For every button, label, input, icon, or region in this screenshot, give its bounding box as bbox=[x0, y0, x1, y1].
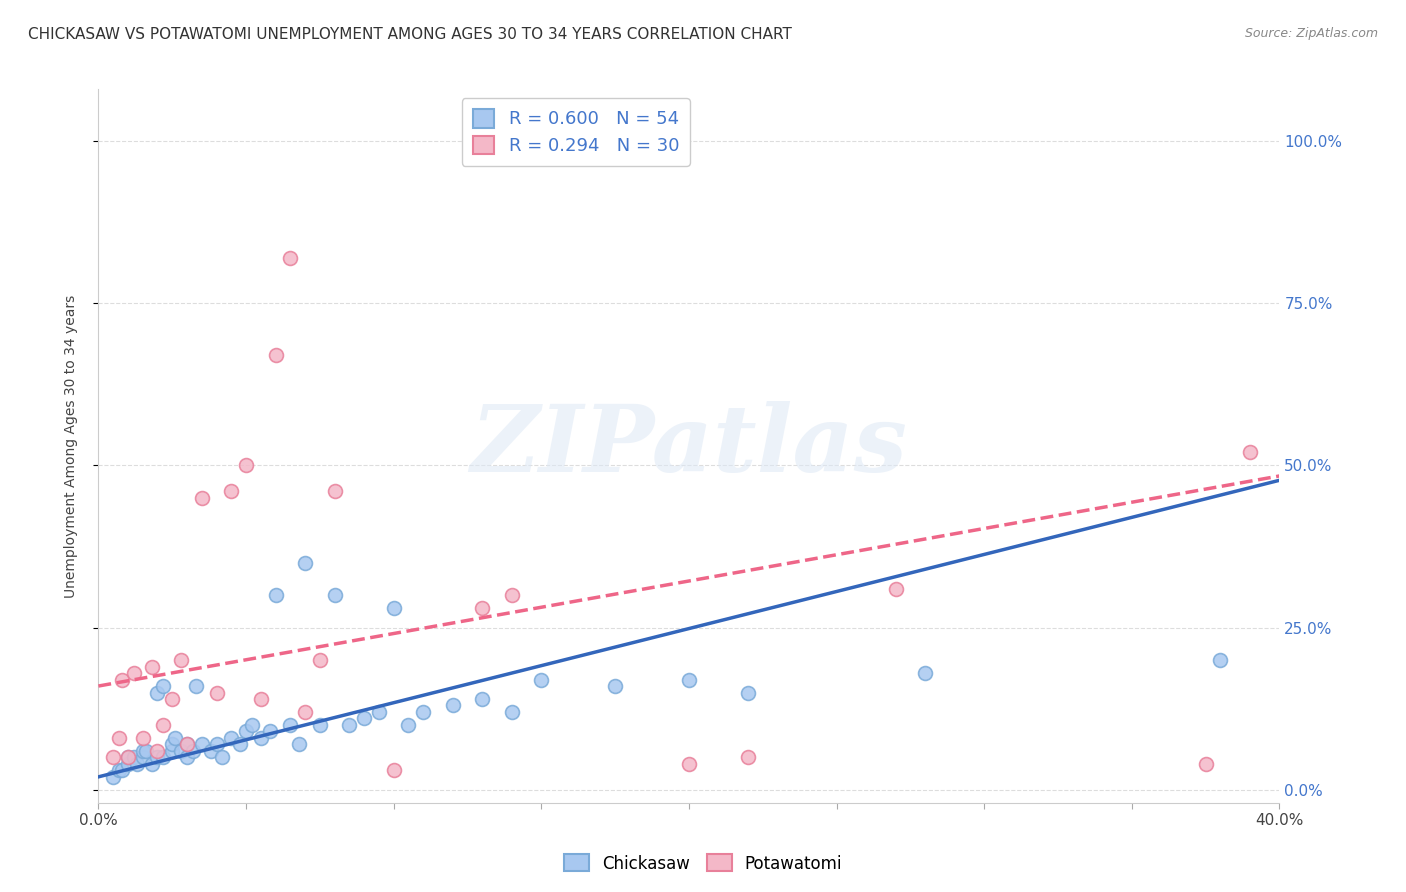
Point bbox=[412, 705, 434, 719]
Point bbox=[108, 731, 131, 745]
Point bbox=[191, 491, 214, 505]
Point bbox=[170, 744, 193, 758]
Point bbox=[211, 750, 233, 764]
Text: CHICKASAW VS POTAWATOMI UNEMPLOYMENT AMONG AGES 30 TO 34 YEARS CORRELATION CHART: CHICKASAW VS POTAWATOMI UNEMPLOYMENT AMO… bbox=[28, 27, 792, 42]
Point bbox=[184, 679, 207, 693]
Point bbox=[264, 348, 287, 362]
Point bbox=[1195, 756, 1218, 771]
Point bbox=[117, 750, 139, 764]
Point bbox=[125, 756, 148, 771]
Point bbox=[205, 738, 228, 752]
Point bbox=[471, 692, 494, 706]
Point bbox=[278, 251, 302, 265]
Point bbox=[219, 484, 242, 499]
Point bbox=[108, 764, 131, 778]
Point bbox=[181, 744, 204, 758]
Text: ZIPatlas: ZIPatlas bbox=[471, 401, 907, 491]
Point bbox=[111, 764, 134, 778]
Point bbox=[240, 718, 263, 732]
Point bbox=[117, 756, 139, 771]
Point bbox=[353, 711, 375, 725]
Point bbox=[219, 731, 242, 745]
Point bbox=[141, 756, 163, 771]
Point bbox=[176, 738, 198, 752]
Point bbox=[200, 744, 222, 758]
Point bbox=[152, 679, 174, 693]
Point bbox=[111, 673, 134, 687]
Point bbox=[141, 659, 163, 673]
Point bbox=[162, 744, 183, 758]
Point bbox=[122, 750, 145, 764]
Point bbox=[103, 770, 125, 784]
Point bbox=[605, 679, 627, 693]
Point bbox=[176, 750, 198, 764]
Point bbox=[152, 718, 174, 732]
Point bbox=[170, 653, 193, 667]
Point bbox=[132, 750, 155, 764]
Point bbox=[441, 698, 464, 713]
Point bbox=[737, 750, 759, 764]
Point bbox=[323, 588, 346, 602]
Point bbox=[530, 673, 553, 687]
Point bbox=[501, 588, 523, 602]
Point bbox=[501, 705, 523, 719]
Point bbox=[884, 582, 907, 596]
Point bbox=[278, 718, 302, 732]
Point bbox=[235, 458, 257, 473]
Legend: R = 0.600   N = 54, R = 0.294   N = 30: R = 0.600 N = 54, R = 0.294 N = 30 bbox=[461, 98, 690, 166]
Point bbox=[117, 750, 139, 764]
Point bbox=[737, 685, 759, 699]
Point bbox=[250, 731, 273, 745]
Legend: Chickasaw, Potawatomi: Chickasaw, Potawatomi bbox=[557, 847, 849, 880]
Point bbox=[176, 738, 198, 752]
Point bbox=[264, 588, 287, 602]
Point bbox=[339, 718, 360, 732]
Point bbox=[235, 724, 257, 739]
Point bbox=[1209, 653, 1232, 667]
Point bbox=[132, 744, 155, 758]
Point bbox=[132, 731, 155, 745]
Point bbox=[165, 731, 187, 745]
Point bbox=[250, 692, 273, 706]
Point bbox=[396, 718, 419, 732]
Point bbox=[152, 750, 174, 764]
Point bbox=[294, 556, 316, 570]
Point bbox=[382, 764, 405, 778]
Point bbox=[1239, 445, 1261, 459]
Point bbox=[162, 692, 183, 706]
Point bbox=[678, 673, 700, 687]
Point bbox=[382, 601, 405, 615]
Point bbox=[368, 705, 391, 719]
Point bbox=[135, 744, 157, 758]
Point bbox=[914, 666, 936, 681]
Y-axis label: Unemployment Among Ages 30 to 34 years: Unemployment Among Ages 30 to 34 years bbox=[63, 294, 77, 598]
Point bbox=[146, 744, 169, 758]
Point bbox=[103, 750, 125, 764]
Text: Source: ZipAtlas.com: Source: ZipAtlas.com bbox=[1244, 27, 1378, 40]
Point bbox=[471, 601, 494, 615]
Point bbox=[146, 750, 169, 764]
Point bbox=[229, 738, 252, 752]
Point bbox=[294, 705, 316, 719]
Point bbox=[678, 756, 700, 771]
Point bbox=[259, 724, 281, 739]
Point bbox=[146, 685, 169, 699]
Point bbox=[162, 738, 183, 752]
Point bbox=[323, 484, 346, 499]
Point bbox=[205, 685, 228, 699]
Point bbox=[288, 738, 311, 752]
Point bbox=[191, 738, 214, 752]
Point bbox=[309, 718, 332, 732]
Point bbox=[122, 666, 145, 681]
Point bbox=[309, 653, 332, 667]
